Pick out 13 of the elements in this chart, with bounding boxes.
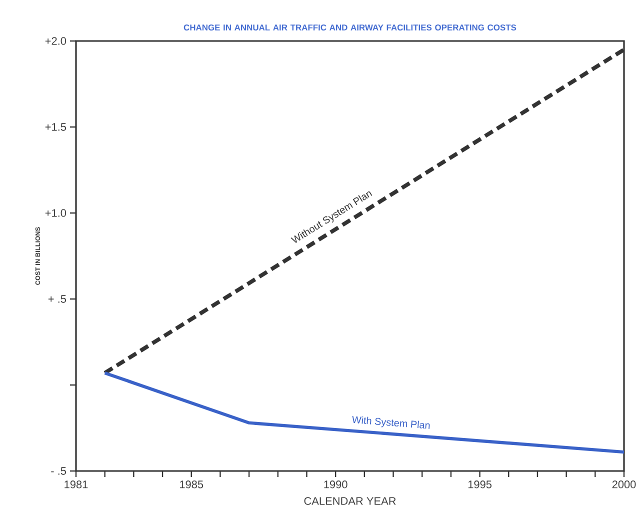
x-axis-title: CALENDAR YEAR [304, 497, 396, 505]
y-tick-label: +1.0 [45, 209, 66, 217]
chart-title: CHANGE IN ANNUAL AIR TRAFFIC AND AIRWAY FACILITIES OPERATING COSTS [184, 24, 516, 30]
x-tick-label: 1981 [64, 480, 88, 488]
series-label: With System Plan [352, 416, 430, 429]
y-tick-label: + .5 [48, 295, 66, 303]
y-tick-label: +1.5 [45, 123, 66, 131]
x-tick-label: 1985 [180, 480, 204, 488]
x-tick-label: 1995 [468, 480, 492, 488]
x-tick-label: 1990 [324, 480, 348, 488]
y-tick-label: - .5 [51, 467, 66, 475]
x-tick-label: 2000 [612, 480, 636, 488]
y-tick-label: +2.0 [45, 37, 66, 45]
